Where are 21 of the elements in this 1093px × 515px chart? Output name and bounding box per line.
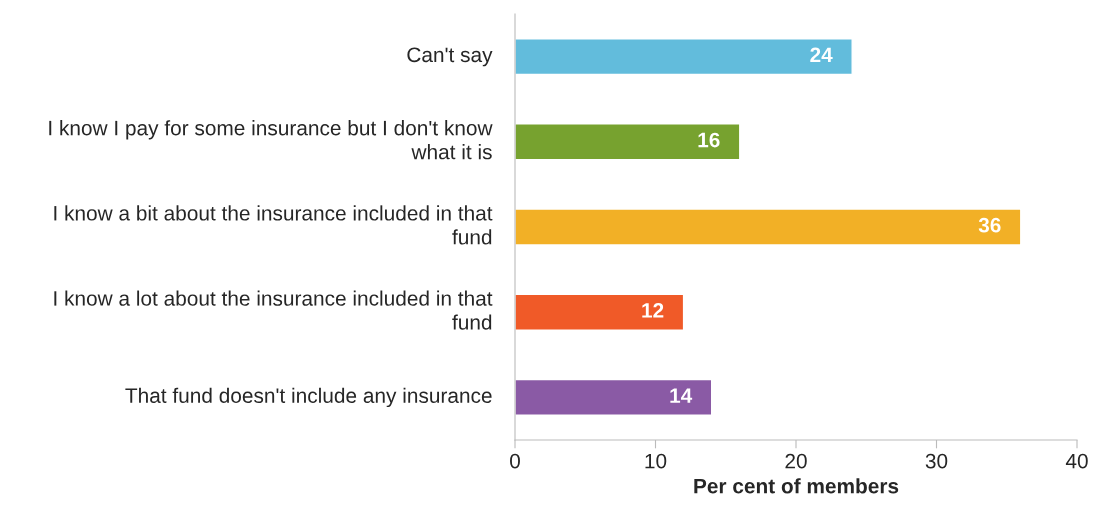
- y-tick-label: That fund doesn't include any insurance: [125, 387, 492, 408]
- x-tick-label: 30: [925, 453, 948, 469]
- x-tick-label: 40: [1065, 453, 1088, 469]
- bar: [515, 378, 713, 416]
- y-tick-label: Can't say: [407, 47, 493, 67]
- y-tick-label: I know a bit about the insurance included in that fund: [54, 205, 493, 245]
- data-label: 14: [670, 388, 693, 403]
- y-tick-label: I know a lot about the insurance included in that fund: [54, 290, 493, 330]
- x-tick-label: 0: [510, 453, 520, 469]
- data-label: 24: [810, 47, 833, 62]
- y-tick-label: I know I pay for some insurance but I don't know what it is: [49, 120, 493, 160]
- data-label: 36: [978, 217, 1001, 233]
- x-tick-label: 20: [785, 453, 807, 469]
- x-tick-label: 10: [645, 453, 667, 469]
- data-label: 12: [642, 303, 664, 318]
- x-axis-title: Per cent of members: [694, 478, 899, 494]
- data-label: 16: [698, 132, 720, 148]
- bar: [515, 208, 1022, 246]
- bar: [515, 123, 741, 161]
- bar: [515, 293, 685, 331]
- bar: [515, 38, 853, 76]
